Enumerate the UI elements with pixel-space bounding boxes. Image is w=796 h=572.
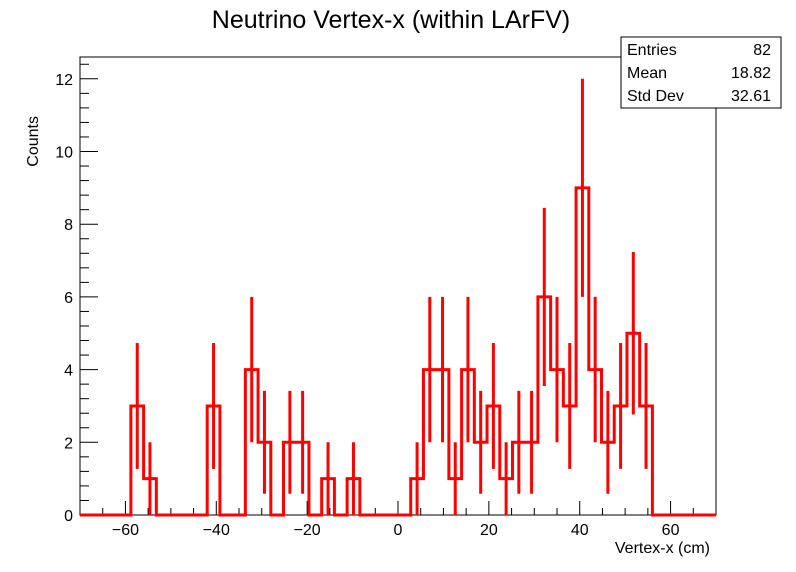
stats-box: Entries 82 Mean 18.82 Std Dev 32.61	[620, 36, 782, 109]
y-tick-label: 8	[64, 217, 73, 234]
x-axis-label: Vertex-x (cm)	[615, 540, 710, 557]
stats-mean-label: Mean	[627, 65, 667, 82]
stats-mean-value: 18.82	[731, 65, 771, 82]
histogram-outline	[80, 186, 716, 517]
x-tick-label: 20	[480, 522, 498, 539]
y-tick-label: 0	[64, 508, 73, 525]
stats-entries-value: 82	[753, 42, 771, 59]
x-tick-label: 0	[394, 522, 403, 539]
y-tick-label: 10	[55, 145, 73, 162]
x-axis-ticks: −60 −40 −20 0 20 40 60	[79, 501, 717, 539]
x-tick-label: −20	[294, 522, 321, 539]
y-axis-ticks: 0 2 4 6 8 10 12	[55, 63, 98, 525]
y-axis-label: Counts	[25, 116, 42, 167]
x-tick-label: −60	[112, 522, 139, 539]
error-bars	[135, 78, 648, 515]
stats-stddev-value: 32.61	[731, 88, 771, 105]
stats-stddev-label: Std Dev	[627, 88, 684, 105]
x-tick-label: −40	[203, 522, 230, 539]
y-tick-label: 4	[64, 363, 73, 380]
x-tick-label: 60	[662, 522, 680, 539]
x-tick-label: 40	[571, 522, 589, 539]
y-tick-label: 12	[55, 72, 73, 89]
chart-title: Neutrino Vertex-x (within LArFV)	[212, 6, 570, 34]
y-tick-label: 6	[64, 290, 73, 307]
stats-box-frame	[620, 36, 782, 109]
y-tick-label: 2	[64, 435, 73, 452]
stats-entries-label: Entries	[627, 42, 677, 59]
